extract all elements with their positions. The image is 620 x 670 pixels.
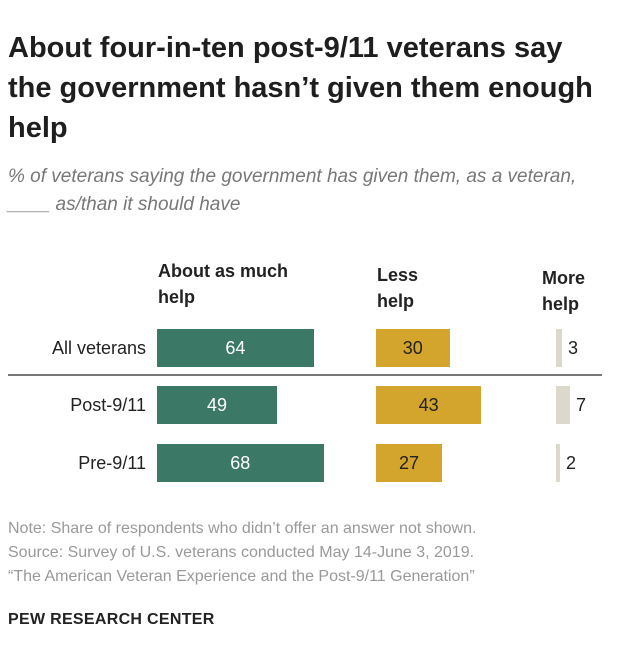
bar-more-post-9-11 xyxy=(556,386,570,424)
bar-about-as-much-pre-9-11: 68 xyxy=(157,444,324,482)
bar-less-pre-9-11: 27 xyxy=(376,444,443,482)
note-line: Note: Share of respondents who didn’t of… xyxy=(8,520,477,537)
value-more-all-veterans: 3 xyxy=(568,338,579,358)
report-title-line: “The American Veteran Experience and the… xyxy=(8,568,475,585)
notes: Note: Share of respondents who didn’t of… xyxy=(8,517,618,589)
bar-more-pre-9-11 xyxy=(556,444,560,482)
value-more-post-9-11: 7 xyxy=(576,395,587,415)
category-label-post-9-11: Post-9/11 xyxy=(70,395,146,415)
brand-label: PEW RESEARCH CENTER xyxy=(8,611,215,628)
bar-more-all-veterans xyxy=(556,329,562,367)
chart-title: About four-in-ten post-9/11 veterans say… xyxy=(8,32,593,144)
category-label-all-veterans: All veterans xyxy=(51,338,146,358)
source-line: Source: Survey of U.S. veterans conducte… xyxy=(8,544,475,561)
chart-subtitle: % of veterans saying the government has … xyxy=(8,166,577,215)
bar-about-as-much-post-9-11: 49 xyxy=(157,386,278,424)
column-header-more: More help xyxy=(542,268,586,314)
value-more-pre-9-11: 2 xyxy=(566,453,577,473)
column-header-about-as-much: About as much help xyxy=(158,261,289,307)
column-header-less: Less help xyxy=(377,265,419,311)
bar-about-as-much-all-veterans: 64 xyxy=(157,329,314,367)
bar-less-post-9-11: 43 xyxy=(376,386,482,424)
bar-less-all-veterans: 30 xyxy=(376,329,450,367)
row-divider xyxy=(8,374,602,376)
category-label-pre-9-11: Pre-9/11 xyxy=(78,453,146,473)
